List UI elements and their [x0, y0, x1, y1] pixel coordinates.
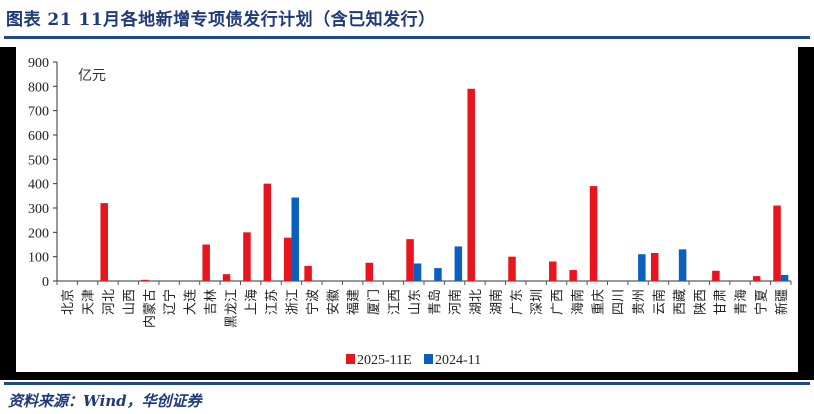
- x-category-label: 重庆: [590, 289, 605, 315]
- x-category-label: 黑龙江: [223, 289, 238, 328]
- x-category-label: 福建: [346, 289, 361, 315]
- x-category-label: 广西: [550, 289, 565, 315]
- title-divider: [4, 36, 810, 39]
- x-category-label: 浙江: [284, 289, 299, 315]
- x-category-label: 河北: [101, 289, 116, 315]
- bar-2024-11: [678, 249, 687, 281]
- y-tick-label: 300: [28, 202, 49, 217]
- header-band: [0, 0, 814, 47]
- x-category-label: 厦门: [366, 289, 381, 315]
- x-category-label: 青海: [733, 289, 748, 315]
- x-category-label: 内蒙古: [142, 289, 157, 328]
- x-category-label: 江西: [386, 289, 401, 315]
- x-category-label: 贵州: [631, 289, 646, 315]
- y-tick-label: 900: [28, 56, 49, 71]
- footer-divider: [4, 382, 810, 385]
- x-category-label: 安徽: [325, 289, 340, 315]
- bar-2025-11e: [589, 186, 598, 281]
- bar-2025-11e: [365, 262, 374, 281]
- bar-2025-11e: [202, 244, 210, 281]
- bar-2025-11e: [283, 237, 292, 281]
- bar-2024-11: [454, 246, 463, 281]
- legend-label: 2024-11: [435, 353, 481, 368]
- x-category-label: 辽宁: [162, 289, 177, 315]
- bar-2025-11e: [467, 88, 475, 281]
- bar-2025-11e: [508, 256, 516, 281]
- bar-2025-11e: [100, 203, 108, 281]
- bar-2025-11e: [304, 265, 312, 281]
- x-category-label: 山东: [407, 289, 422, 315]
- bar-2025-11e: [243, 232, 251, 281]
- footer-band: [0, 380, 814, 414]
- y-tick-label: 400: [28, 178, 49, 193]
- bar-2024-11: [780, 274, 789, 281]
- bar-2025-11e: [650, 253, 659, 281]
- y-tick-label: 200: [28, 226, 49, 241]
- x-category-label: 甘肃: [713, 289, 728, 315]
- y-tick-label: 500: [28, 153, 49, 168]
- bar-2025-11e: [549, 261, 557, 281]
- y-tick-label: 100: [28, 251, 49, 266]
- x-category-label: 云南: [651, 289, 666, 315]
- x-category-label: 广东: [509, 289, 524, 315]
- bar-2024-11: [413, 263, 422, 281]
- x-category-label: 宁夏: [753, 289, 768, 315]
- x-category-label: 宁波: [305, 289, 320, 315]
- x-category-label: 陕西: [692, 289, 707, 315]
- bar-2025-11e: [773, 205, 781, 281]
- y-tick-label: 600: [28, 129, 49, 144]
- bar-2025-11e: [712, 270, 720, 281]
- x-category-label: 山西: [121, 289, 136, 315]
- x-category-label: 河南: [448, 289, 463, 315]
- x-category-label: 深圳: [529, 289, 544, 315]
- x-category-label: 江苏: [264, 289, 279, 315]
- x-category-label: 湖北: [468, 289, 483, 315]
- bar-2025-11e: [752, 276, 761, 281]
- bar-2025-11e: [141, 279, 149, 281]
- bar-2024-11: [434, 268, 442, 281]
- bar-2024-11: [638, 254, 646, 281]
- bar-2025-11e: [406, 239, 414, 281]
- bar-2025-11e: [222, 274, 231, 281]
- chart-container: 0 100 200 300 400 500 600 700 800 900 亿元北京 天津 河北 山西 内蒙…: [16, 47, 798, 372]
- figure-title: 图表 21 11月各地新增专项债发行计划（含已知发行）: [6, 10, 436, 30]
- y-tick-label: 700: [28, 105, 49, 120]
- x-category-label: 吉林: [203, 289, 218, 315]
- x-category-label: 四川: [611, 289, 626, 315]
- bar-2025-11e: [263, 183, 272, 281]
- legend-swatch-2024-11: [424, 354, 433, 364]
- x-category-label: 海南: [570, 289, 585, 315]
- legend-label: 2025-11E: [357, 353, 412, 368]
- x-category-label: 湖南: [488, 289, 503, 315]
- x-category-label: 天津: [81, 289, 96, 315]
- y-tick-label: 800: [28, 80, 49, 95]
- x-category-label: 大连: [183, 289, 198, 315]
- x-category-label: 西藏: [672, 289, 687, 315]
- y-unit-label: 亿元: [78, 68, 106, 84]
- x-category-label: 青岛: [427, 289, 442, 315]
- source-note: 资料来源：Wind，华创证券: [8, 392, 202, 410]
- legend-swatch-2025-11e: [346, 354, 355, 364]
- bar-2025-11e: [569, 270, 577, 281]
- x-category-label: 上海: [244, 289, 259, 315]
- x-category-label: 北京: [60, 289, 75, 315]
- x-category-label: 新疆: [774, 289, 789, 315]
- y-tick-label: 0: [42, 275, 49, 290]
- bar-2024-11: [291, 197, 299, 281]
